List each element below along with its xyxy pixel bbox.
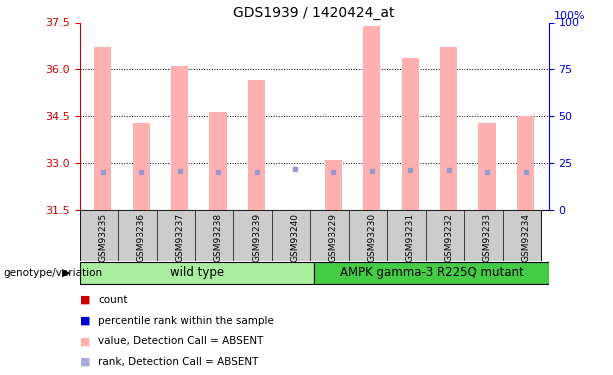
- Text: ■: ■: [80, 336, 90, 346]
- Text: GSM93239: GSM93239: [252, 213, 261, 262]
- Text: GSM93240: GSM93240: [291, 213, 299, 261]
- Text: AMPK gamma-3 R225Q mutant: AMPK gamma-3 R225Q mutant: [340, 266, 524, 279]
- Bar: [210, 112, 227, 210]
- Text: GSM93234: GSM93234: [521, 213, 530, 261]
- Bar: [171, 66, 188, 210]
- Bar: [94, 48, 112, 210]
- Bar: [402, 58, 419, 210]
- Text: GSM93230: GSM93230: [367, 213, 376, 262]
- Text: GSM93238: GSM93238: [213, 213, 223, 262]
- Text: ■: ■: [80, 295, 90, 305]
- Text: GSM93232: GSM93232: [444, 213, 453, 261]
- Bar: [132, 123, 150, 210]
- Text: rank, Detection Call = ABSENT: rank, Detection Call = ABSENT: [98, 357, 259, 367]
- Text: GSM93235: GSM93235: [98, 213, 107, 262]
- Text: GSM93236: GSM93236: [137, 213, 146, 262]
- Bar: [325, 160, 342, 210]
- Bar: [440, 48, 457, 210]
- Text: genotype/variation: genotype/variation: [3, 268, 102, 278]
- Bar: [517, 116, 534, 210]
- Text: wild type: wild type: [170, 266, 224, 279]
- FancyBboxPatch shape: [314, 262, 549, 284]
- Text: GSM93229: GSM93229: [329, 213, 338, 261]
- Text: ▶: ▶: [62, 268, 70, 278]
- Bar: [248, 80, 265, 210]
- Title: GDS1939 / 1420424_at: GDS1939 / 1420424_at: [234, 6, 395, 20]
- FancyBboxPatch shape: [80, 262, 314, 284]
- Bar: [363, 26, 381, 210]
- Text: GSM93233: GSM93233: [482, 213, 492, 262]
- Bar: [479, 123, 496, 210]
- Text: percentile rank within the sample: percentile rank within the sample: [98, 316, 274, 326]
- Text: 100%: 100%: [554, 10, 585, 21]
- Text: ■: ■: [80, 316, 90, 326]
- FancyBboxPatch shape: [80, 210, 541, 261]
- Text: GSM93237: GSM93237: [175, 213, 184, 262]
- Text: ■: ■: [80, 357, 90, 367]
- Text: value, Detection Call = ABSENT: value, Detection Call = ABSENT: [98, 336, 264, 346]
- Text: count: count: [98, 295, 128, 305]
- Text: GSM93231: GSM93231: [406, 213, 415, 262]
